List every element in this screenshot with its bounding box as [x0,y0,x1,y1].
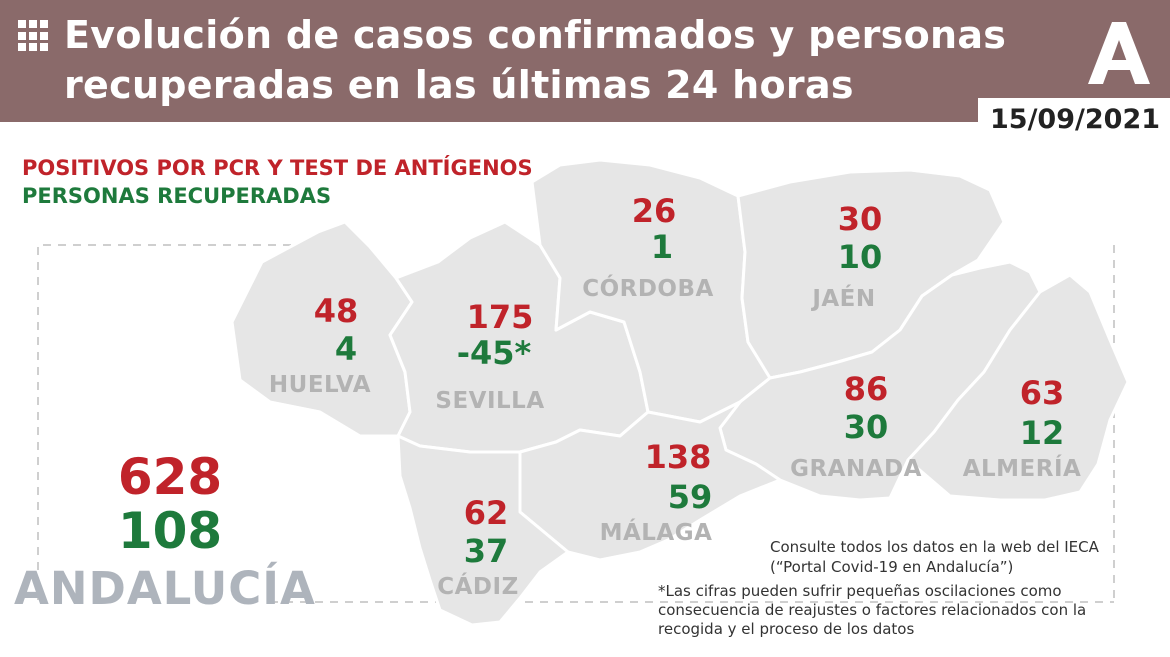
junta-andalucia-logo-icon [1088,22,1150,84]
jaen-label: JAÉN [812,286,876,312]
huelva-label: HUELVA [268,372,372,398]
cadiz-label: CÁDIZ [437,574,519,600]
almeria-label: ALMERÍA [962,456,1082,482]
source-note: Consulte todos los datos en la web del I… [770,538,1099,576]
title-line-2: recuperadas en las últimas 24 horas [64,63,854,107]
date-box [978,98,1170,144]
cordoba-label: CÓRDOBA [582,276,714,302]
legend-positives: POSITIVOS POR PCR Y TEST DE ANTÍGENOS [22,156,533,180]
disclaimer-note: *Las cifras pueden sufrir pequeñas oscil… [658,582,1087,638]
cordoba-recovered: 1 [650,228,674,266]
header-banner [0,0,1170,122]
sevilla-recovered: -45* [456,334,532,372]
andalucia-positives: 628 [117,448,223,506]
granada-positives: 86 [843,370,889,408]
huelva-positives: 48 [313,292,359,330]
cadiz-recovered: 37 [463,532,509,570]
andalucia-recovered: 108 [117,502,223,560]
sevilla-label: SEVILLA [435,388,545,414]
province-almeria [906,273,1130,502]
cadiz-positives: 62 [463,494,509,532]
cordoba-positives: 26 [631,192,677,230]
jaen-recovered: 10 [837,238,883,276]
page-title: Evolución de casos confirmados y persona… [64,10,1044,110]
andalucia-label: ANDALUCÍA [14,562,316,615]
province-cadiz [396,434,570,627]
sevilla-positives: 175 [466,298,534,336]
legend-recovered: PERSONAS RECUPERADAS [22,184,332,208]
almeria-positives: 63 [1019,374,1065,412]
granada-label: GRANADA [790,456,922,482]
malaga-recovered: 59 [667,478,713,516]
title-line-1: Evolución de casos confirmados y persona… [64,13,1007,57]
huelva-recovered: 4 [334,330,358,368]
granada-recovered: 30 [843,408,889,446]
report-date: 15/09/2021 [990,104,1161,135]
jaen-positives: 30 [837,200,883,238]
malaga-label: MÁLAGA [599,520,713,546]
almeria-recovered: 12 [1019,414,1065,452]
malaga-positives: 138 [644,438,712,476]
grid-icon [18,20,50,52]
